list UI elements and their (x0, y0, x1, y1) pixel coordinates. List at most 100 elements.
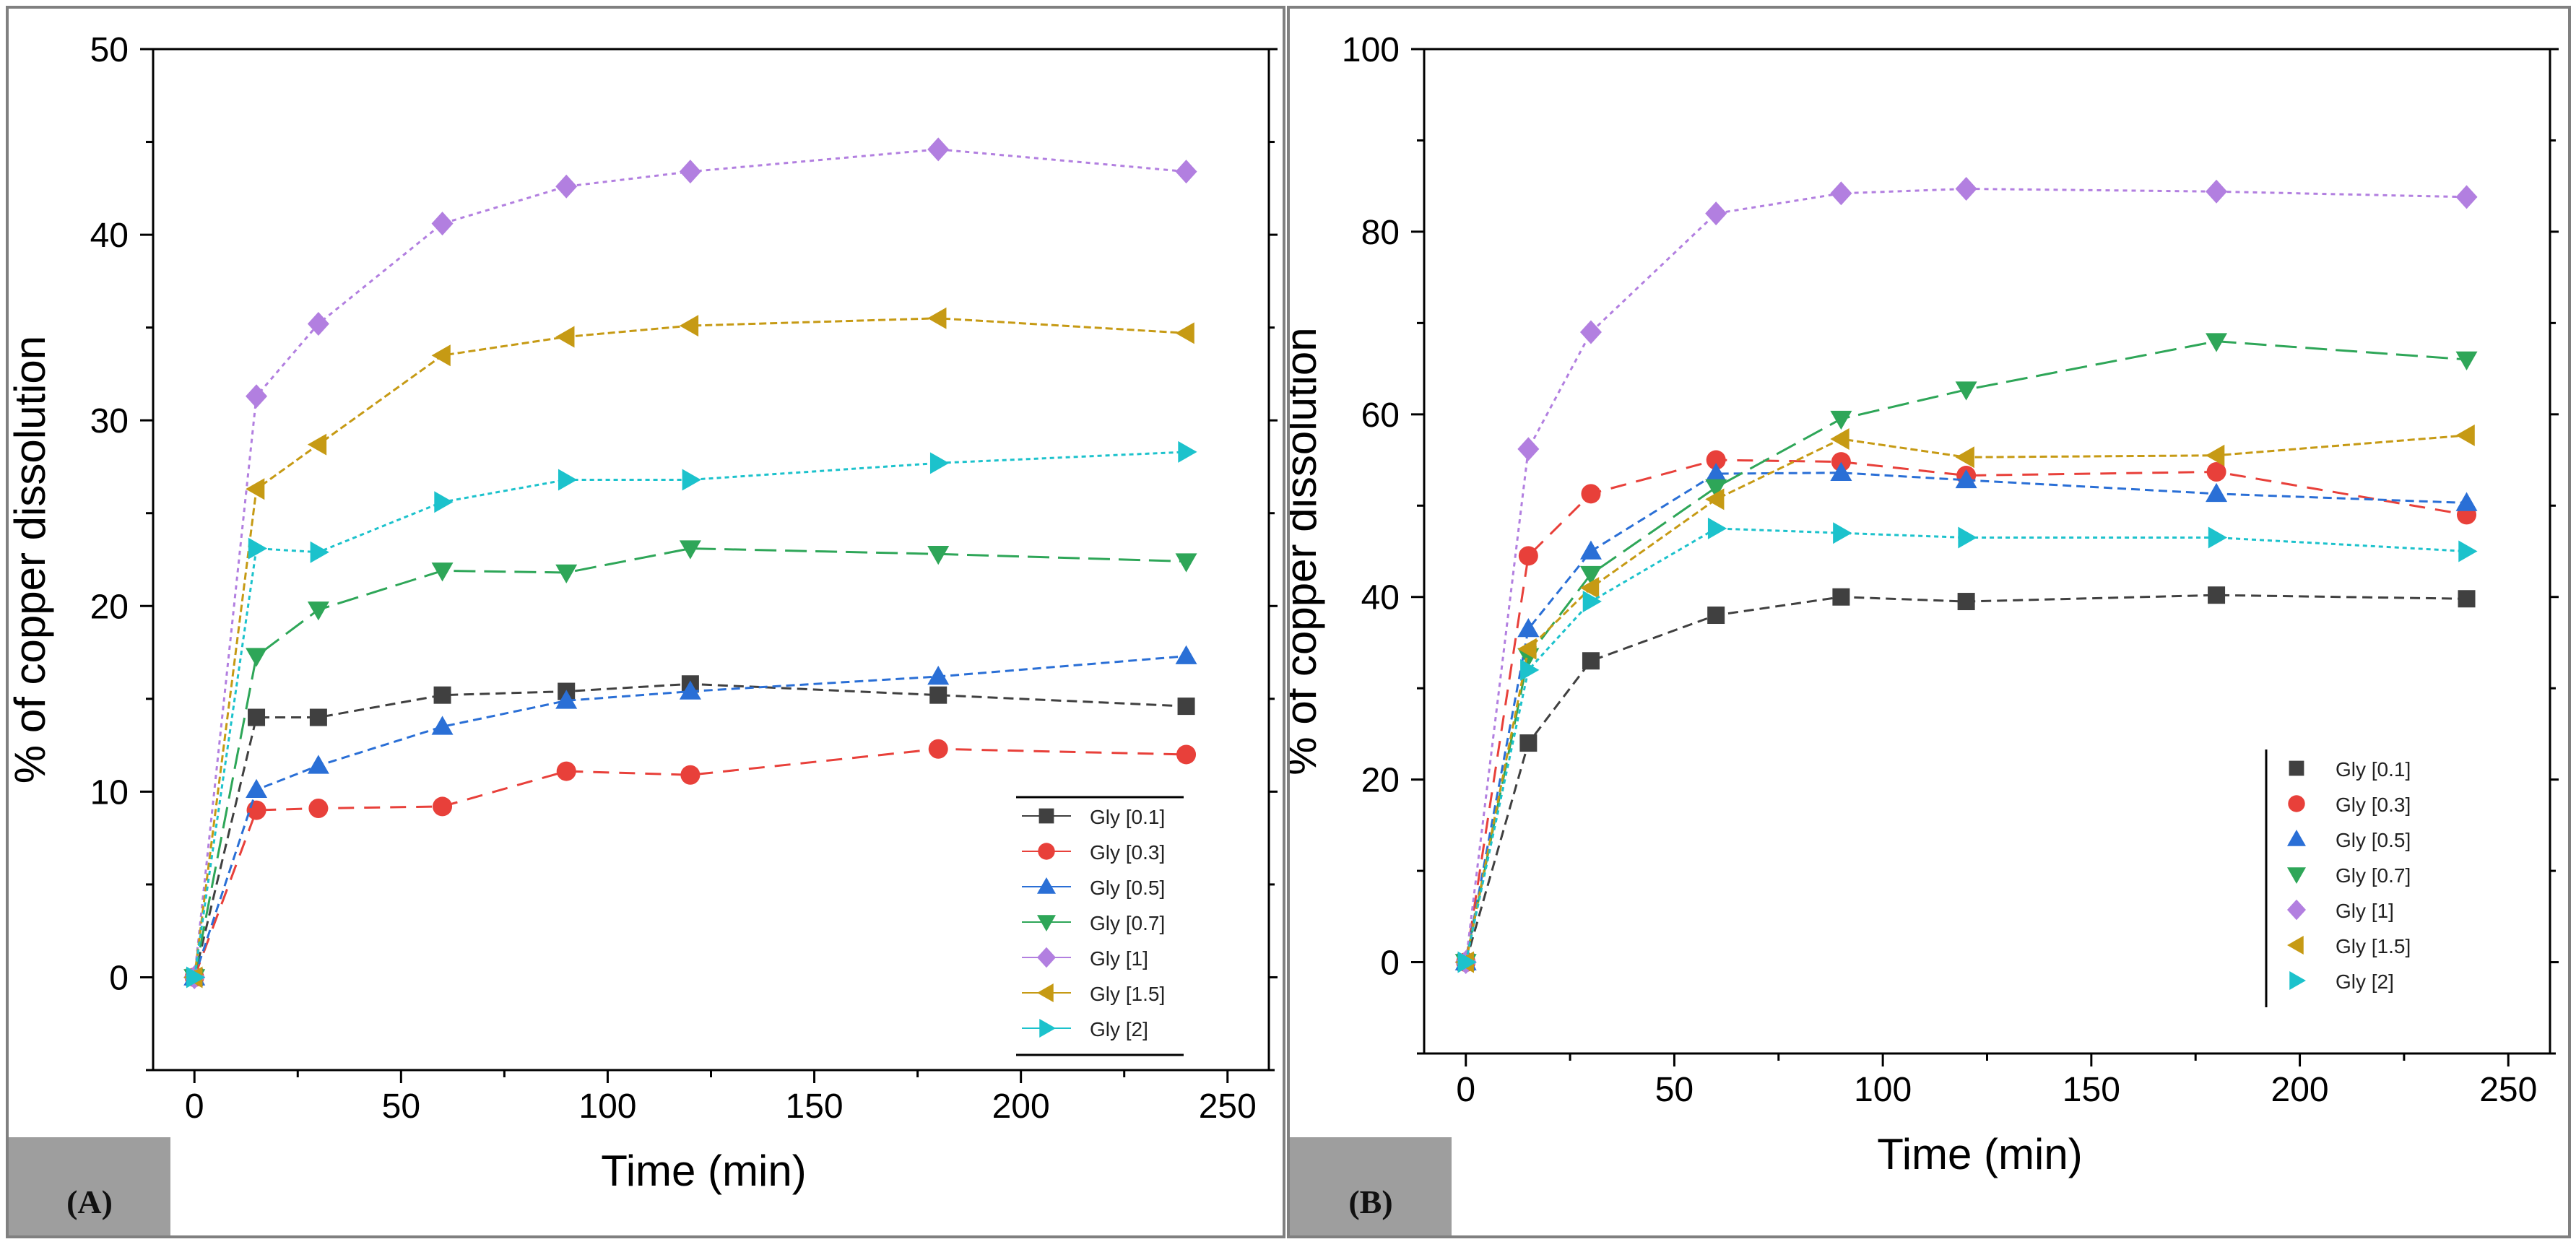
data-point (555, 564, 578, 583)
series-gly-0-1 (1457, 586, 2476, 971)
data-point (1706, 450, 1726, 470)
data-point (2208, 586, 2226, 604)
data-point (1705, 488, 1725, 510)
data-point (1958, 526, 1977, 549)
y-tick-label: 20 (90, 588, 129, 626)
data-point (307, 311, 329, 336)
data-point (555, 690, 578, 709)
y-tick-label: 100 (1342, 31, 1400, 69)
series-line (193, 317, 1187, 978)
x-tick-label: 250 (2479, 1071, 2537, 1109)
legend-label: Gly [0.1] (2336, 758, 2411, 781)
data-point (1830, 461, 1852, 481)
x-tick-label: 0 (1456, 1071, 1475, 1109)
data-point (431, 344, 451, 367)
legend-label: Gly [1.5] (2336, 935, 2411, 957)
data-point (1705, 201, 1727, 226)
data-point (2206, 333, 2228, 352)
data-point (2458, 540, 2478, 562)
x-tick-label: 150 (786, 1087, 844, 1126)
legend-label: Gly [0.5] (2336, 829, 2411, 851)
x-tick-label: 150 (2063, 1071, 2120, 1109)
data-point (927, 665, 950, 685)
y-tick-label: 60 (1361, 396, 1400, 435)
data-point (927, 137, 950, 162)
data-point (1582, 652, 1600, 670)
panel-b-label: (B) (1348, 1183, 1393, 1220)
data-point (679, 680, 701, 700)
data-point (1830, 410, 1852, 430)
y-axis-label: % of copper dissolution (1290, 327, 1325, 775)
series-gly-1-5 (183, 307, 1194, 989)
x-tick-label: 200 (2271, 1071, 2329, 1109)
legend-label: Gly [1] (2336, 900, 2394, 922)
data-point (1579, 577, 1600, 599)
series-line (1465, 527, 2467, 963)
x-axis-label: Time (min) (1877, 1130, 2082, 1178)
series-line (1465, 459, 2467, 963)
legend-marker (1037, 983, 1054, 1002)
data-point (1707, 517, 1727, 539)
data-point (246, 778, 268, 799)
data-point (1517, 437, 1540, 461)
data-point (1177, 698, 1195, 716)
legend-label: Gly [0.7] (2336, 864, 2411, 887)
data-point (1830, 181, 1852, 206)
legend: Gly [0.1] Gly [0.3] Gly [0.5] Gly [0.7] Gly … (1016, 796, 1184, 1056)
legend-marker (2287, 899, 2306, 921)
data-point (2206, 444, 2225, 466)
legend-label: Gly [0.1] (1090, 806, 1165, 828)
data-point (307, 433, 327, 456)
series-line (1465, 594, 2467, 963)
series-gly-0-3 (1456, 450, 2477, 973)
legend-marker (2287, 867, 2306, 884)
series-gly-1 (183, 137, 1197, 989)
data-point (1520, 659, 1540, 681)
series-line (1465, 434, 2467, 963)
data-point (555, 174, 578, 199)
panel-b-label-box (1290, 1137, 1452, 1235)
y-tick-label: 50 (90, 31, 129, 69)
data-point (1707, 607, 1725, 625)
series-line (193, 682, 1187, 978)
data-point (928, 739, 948, 759)
y-tick-label: 40 (90, 217, 129, 255)
data-point (1830, 427, 1849, 450)
data-point (2455, 351, 2478, 370)
data-point (2455, 185, 2478, 209)
data-point (307, 601, 329, 621)
x-tick-label: 50 (1655, 1071, 1694, 1109)
data-point (556, 761, 576, 781)
legend-marker (1038, 808, 1054, 824)
data-point (1957, 593, 1975, 611)
series-line (1465, 340, 2467, 963)
x-axis-label: Time (min) (601, 1147, 806, 1195)
data-point (246, 478, 265, 500)
data-point (929, 686, 947, 704)
legend-label: Gly [0.3] (2336, 794, 2411, 816)
chart-a-svg: 0 50 100 150 200 250 0 10 20 30 40 50 Time (min) % of… (9, 31, 1278, 1195)
legend-marker (2289, 760, 2304, 776)
chart-panel-b: 0 50 100 150 200 250 0 20 40 60 80 100 Time (min) % o… (1287, 6, 2571, 1238)
panel-a-label: (A) (66, 1183, 113, 1220)
series-line (193, 451, 1187, 978)
data-point (1955, 446, 1974, 469)
data-point (431, 212, 454, 236)
data-point (679, 160, 701, 184)
legend-marker (1037, 877, 1056, 894)
data-point (555, 326, 575, 348)
data-point (433, 796, 453, 817)
y-tick-label: 10 (90, 773, 129, 812)
series-line (1465, 187, 2467, 963)
data-point (1519, 734, 1538, 752)
data-point (1178, 440, 1197, 463)
legend: Gly [0.1] Gly [0.3] Gly [0.5] Gly [0.7] Gly … (2265, 749, 2411, 1007)
data-point (186, 966, 206, 989)
data-point (2206, 179, 2228, 204)
series-line (193, 547, 1187, 978)
series-line (1465, 472, 2467, 963)
data-point (1955, 176, 1977, 201)
legend-label: Gly [2] (2336, 970, 2394, 993)
data-point (1831, 452, 1851, 472)
legend-label: Gly [1] (1090, 947, 1148, 970)
